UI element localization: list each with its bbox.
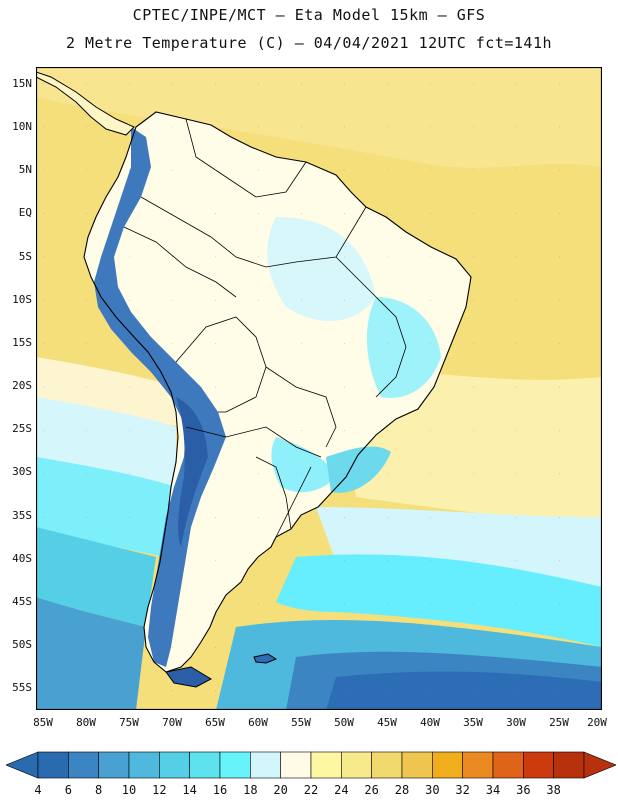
colorbar-swatch xyxy=(341,751,372,779)
lon-label: 65W xyxy=(205,716,225,729)
colorbar-tick-label: 28 xyxy=(394,783,410,797)
lon-label: 85W xyxy=(33,716,53,729)
colorbar-swatch xyxy=(401,751,433,779)
lat-label: 5S xyxy=(18,250,32,263)
lat-label: 50S xyxy=(12,638,32,651)
colorbar-tick-label: 36 xyxy=(516,783,531,797)
colorbar-tick-label: 4 xyxy=(34,783,42,797)
lat-label: 15N xyxy=(12,77,32,90)
colorbar-swatch xyxy=(371,751,403,779)
colorbar-tick-label: 34 xyxy=(485,783,501,797)
colorbar-swatch xyxy=(68,751,99,779)
lon-label: 55W xyxy=(291,716,311,729)
lon-label: 30W xyxy=(506,716,526,729)
colorbar-tick-label: 14 xyxy=(182,783,197,797)
colorbar-swatch xyxy=(189,751,221,779)
lat-label: 15S xyxy=(12,336,32,349)
colorbar-tick-label: 12 xyxy=(152,783,167,797)
colorbar-swatch xyxy=(462,751,494,779)
colorbar-swatch xyxy=(523,751,554,779)
lon-label: 20W xyxy=(587,716,607,729)
map-frame xyxy=(36,67,602,710)
colorbar-swatch xyxy=(128,751,160,779)
colorbar-swatch xyxy=(98,751,130,779)
colorbar-swatch xyxy=(219,751,251,779)
colorbar-swatch xyxy=(310,751,342,779)
lon-label: 35W xyxy=(463,716,483,729)
lon-label: 80W xyxy=(76,716,96,729)
lat-label: 10S xyxy=(12,293,32,306)
lat-label: EQ xyxy=(18,206,32,219)
lon-label: 70W xyxy=(162,716,182,729)
colorbar-tick-label: 30 xyxy=(425,783,440,797)
colorbar-swatch xyxy=(37,751,69,779)
lat-label: 55S xyxy=(12,681,32,694)
temperature-map xyxy=(36,67,602,710)
lon-label: 40W xyxy=(420,716,440,729)
colorbar-tick-label: 32 xyxy=(455,783,470,797)
colorbar-tick-label: 24 xyxy=(334,783,349,797)
lon-label: 45W xyxy=(377,716,397,729)
colorbar-swatch xyxy=(492,751,524,779)
colorbar-tick-label: 22 xyxy=(303,783,319,797)
colorbar-arrow-high xyxy=(583,751,616,779)
lat-label: 25S xyxy=(12,422,32,435)
colorbar-tick-label: 18 xyxy=(243,783,258,797)
lat-label: 5N xyxy=(18,163,32,176)
colorbar-tick-label: 16 xyxy=(212,783,228,797)
colorbar-swatch xyxy=(280,751,312,779)
lat-label: 30S xyxy=(12,465,32,478)
lat-label: 40S xyxy=(12,552,32,565)
colorbar-tick-label: 10 xyxy=(121,783,137,797)
lon-label: 60W xyxy=(248,716,268,729)
colorbar-swatch xyxy=(432,751,463,779)
colorbar-swatch xyxy=(159,751,190,779)
lon-label: 25W xyxy=(549,716,569,729)
colorbar-tick-label: 26 xyxy=(364,783,379,797)
chart-title-line1: CPTEC/INPE/MCT – Eta Model 15km – GFS xyxy=(132,6,486,24)
colorbar-tick-label: 20 xyxy=(273,783,288,797)
colorbar xyxy=(6,751,616,779)
lon-label: 50W xyxy=(334,716,354,729)
lon-label: 75W xyxy=(119,716,139,729)
lat-label: 35S xyxy=(12,509,32,522)
lat-label: 20S xyxy=(12,379,32,392)
lat-label: 45S xyxy=(12,595,32,608)
colorbar-swatch xyxy=(250,751,281,779)
colorbar-swatch xyxy=(553,751,585,779)
lat-label: 10N xyxy=(12,120,32,133)
colorbar-tick-label: 8 xyxy=(95,783,103,797)
chart-title-line2: 2 Metre Temperature (C) – 04/04/2021 12U… xyxy=(65,34,553,52)
colorbar-arrow-low xyxy=(6,751,39,779)
colorbar-tick-label: 38 xyxy=(546,783,561,797)
colorbar-tick-label: 6 xyxy=(64,783,72,797)
